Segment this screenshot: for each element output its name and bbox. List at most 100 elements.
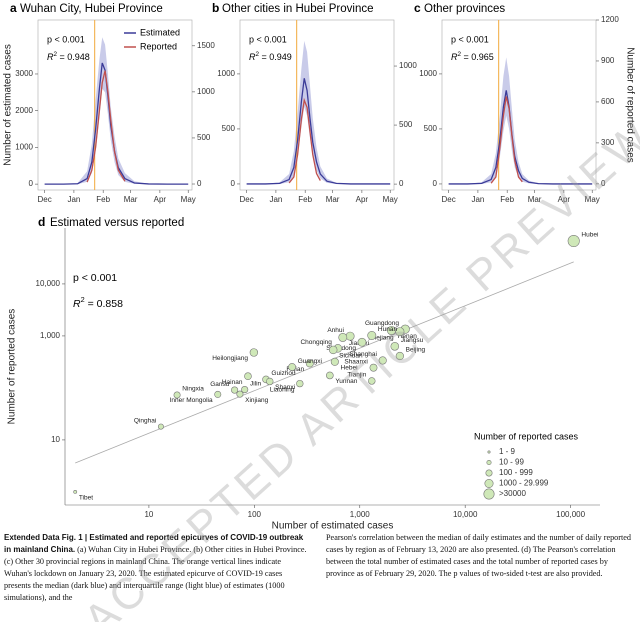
legend-label: 10 - 99: [499, 458, 524, 467]
series-line: [86, 70, 126, 183]
y2-tick-label: 500: [399, 120, 413, 129]
plot-frame: [239, 19, 395, 191]
y2-tick-label: 0: [197, 179, 202, 188]
point: [390, 342, 400, 351]
x-tick-label: May: [383, 195, 398, 204]
point-label: Tibet: [79, 495, 93, 502]
x-tick-label: Apr: [154, 195, 167, 204]
r-symbol: R: [249, 52, 256, 62]
point: [249, 348, 259, 357]
caption-column: Extended Data Fig. 1 | Estimated and rep…: [4, 532, 310, 604]
point-label: Hunan: [378, 326, 398, 333]
r-value: = 0.965: [461, 52, 494, 62]
x-tick-label: Dec: [239, 195, 253, 204]
legend-label: 1 - 9: [499, 447, 516, 456]
point: [395, 351, 404, 361]
point-label: Beijing: [406, 347, 426, 354]
y2-tick-label: 1000: [197, 87, 215, 96]
r-squared: R2 = 0.965: [451, 51, 494, 63]
r-power: 2: [256, 51, 260, 58]
r-squared: R2 = 0.858: [73, 295, 123, 310]
panel-title: Other cities in Hubei Province: [222, 3, 373, 15]
legend-swatch: [487, 450, 491, 454]
x-tick-label: 10: [144, 510, 153, 519]
x-tick-label: Mar: [528, 195, 542, 204]
legend-swatch: [485, 469, 493, 477]
panel-title: Wuhan City, Hubei Province: [20, 3, 163, 15]
p-value: p < 0.001: [249, 34, 287, 44]
panel-letter: a: [10, 1, 17, 15]
r-value: = 0.949: [259, 52, 292, 62]
y-tick-label: 10: [51, 435, 60, 444]
x-axis-title: Number of estimated cases: [272, 521, 394, 530]
x-tick-label: Apr: [356, 195, 369, 204]
series-line: [246, 78, 391, 185]
point: [369, 363, 378, 372]
y-tick-label: 1000: [419, 69, 437, 78]
point: [326, 371, 334, 380]
panel-letter: c: [414, 1, 421, 15]
point-label: Liaoning: [270, 386, 295, 393]
legend-label: 100 - 999: [499, 468, 533, 477]
y-tick-label: 1000: [217, 69, 235, 78]
y-tick-label: 10,000: [36, 279, 61, 288]
plot-frame: [37, 19, 193, 191]
point: [567, 235, 580, 248]
r-value: = 0.948: [57, 52, 90, 62]
point-label: Chongqing: [300, 339, 332, 346]
point-label: Henan: [398, 333, 418, 340]
x-tick-label: May: [585, 195, 600, 204]
legend-label: >30000: [499, 489, 526, 498]
y2-tick-label: 1200: [601, 15, 619, 24]
point: [288, 363, 297, 371]
point-label: Anhui: [327, 327, 344, 334]
y-tick-label: 500: [424, 124, 438, 133]
r-power: 2: [81, 295, 85, 304]
r-squared: R2 = 0.948: [47, 51, 90, 63]
iqr-band: [448, 57, 593, 184]
point-label: Hebei: [341, 365, 358, 372]
point-label: Yunnan: [335, 378, 357, 385]
point: [244, 372, 252, 380]
point-label: Guangxi: [298, 358, 322, 365]
panel-letter: b: [212, 1, 219, 15]
point: [214, 390, 222, 398]
r-symbol: R: [451, 52, 458, 62]
x-tick-label: Feb: [500, 195, 514, 204]
y-axis-title: Number of reported cases: [7, 309, 18, 425]
point: [378, 356, 387, 365]
fit-line: [75, 261, 574, 464]
point-label: Jiangsu: [401, 337, 424, 344]
point-label: Zhejiang: [369, 334, 394, 341]
x-tick-label: Mar: [326, 195, 340, 204]
point: [305, 359, 314, 368]
point: [296, 379, 304, 388]
point-label: Ningxia: [182, 386, 204, 393]
panel-title: Estimated versus reported: [50, 217, 184, 229]
legend-label: Estimated: [140, 27, 180, 37]
x-tick-label: 1,000: [350, 510, 371, 519]
y-tick-label: 2000: [15, 106, 33, 115]
point: [330, 357, 339, 366]
y-tick-label: 0: [433, 179, 438, 188]
x-tick-label: Dec: [441, 195, 455, 204]
caption-title: Extended Data Fig. 1 | Estimated and rep…: [4, 533, 304, 554]
point: [241, 385, 249, 394]
point: [367, 331, 377, 340]
point-label: Hainan: [222, 379, 243, 386]
figure: a Wuhan City, Hubei Province Dec Jan Feb Mar A…: [3, 1, 636, 530]
x-tick-label: Feb: [298, 195, 312, 204]
y-tick-label: 0: [29, 179, 34, 188]
x-tick-label: Dec: [37, 195, 51, 204]
r-symbol: R: [47, 52, 54, 62]
y2-tick-label: 1000: [399, 61, 417, 70]
point-label: Jilin: [250, 380, 262, 387]
r-squared: R2 = 0.949: [249, 51, 292, 63]
r-power: 2: [458, 51, 462, 58]
r-power: 2: [54, 51, 58, 58]
r-symbol: R: [73, 298, 81, 310]
p-value: p < 0.001: [451, 34, 489, 44]
point-label: Sichuan: [339, 353, 363, 360]
point-label: Shanxi: [275, 384, 295, 391]
point: [73, 490, 78, 494]
